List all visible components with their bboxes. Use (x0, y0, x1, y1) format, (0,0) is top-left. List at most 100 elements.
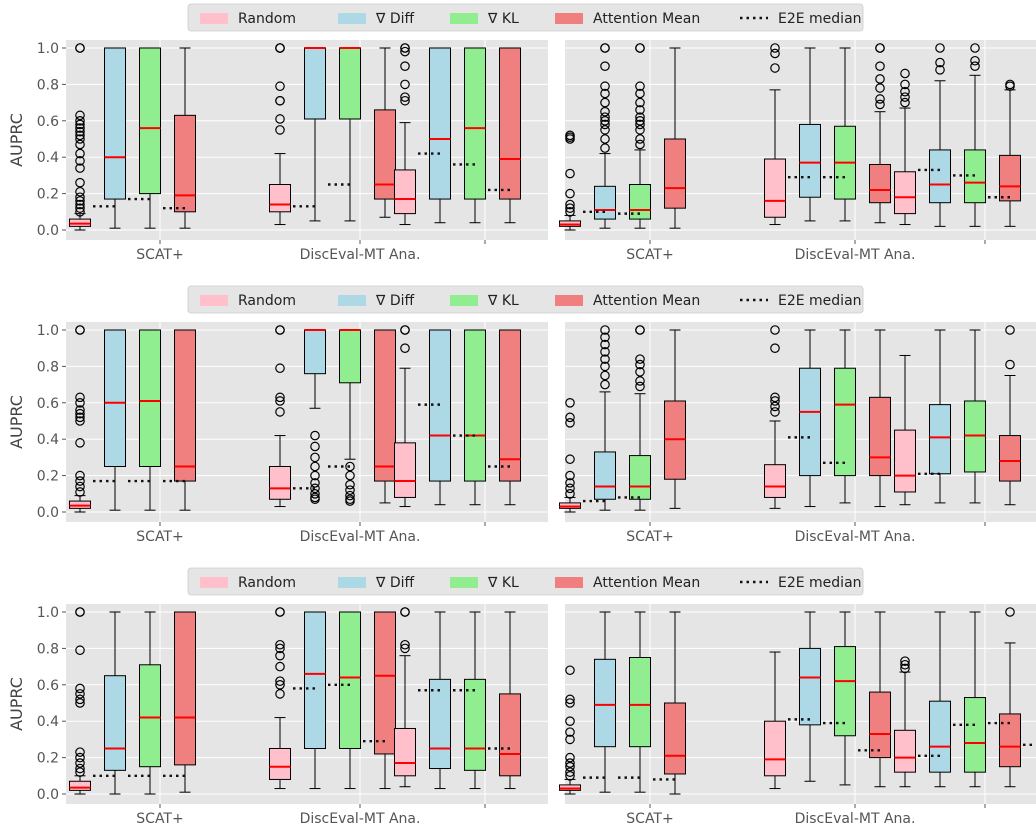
outlier-point (275, 325, 285, 335)
box-body (499, 47, 521, 200)
outlier-point (75, 763, 85, 774)
box--kl-g3 (464, 47, 486, 224)
legend-swatch-2 (338, 577, 366, 588)
box-body (304, 47, 326, 120)
box-random-g1 (69, 43, 91, 231)
box-body (869, 691, 891, 759)
outlier-point (75, 747, 85, 757)
box-body (834, 367, 856, 477)
ytick-label: 0.8 (37, 359, 59, 375)
outlier-point (770, 325, 780, 335)
legend-swatch-4 (555, 577, 583, 588)
box--kl-g3 (464, 329, 486, 506)
ytick-label: 0.2 (37, 187, 59, 203)
outlier-point (400, 79, 410, 90)
outlier-point (875, 43, 885, 53)
panel-r2-c2: SCAT+ DiscEval-MT Ana. (559, 322, 1036, 545)
outlier-point (635, 43, 645, 53)
outlier-point (565, 727, 575, 737)
box-attention-mean-g3 (499, 329, 521, 506)
outlier-point (75, 156, 85, 166)
box--kl-g1 (139, 611, 161, 795)
ytick-label: 0.2 (37, 469, 59, 485)
outlier-point (635, 116, 645, 126)
outlier-point (75, 110, 85, 121)
box-body (764, 158, 786, 218)
outlier-point (770, 396, 780, 406)
box-body (104, 47, 126, 200)
outlier-point (770, 343, 780, 353)
outlier-point (565, 478, 575, 488)
box-attention-mean-g2 (374, 329, 396, 504)
ytick-label: 0.8 (37, 77, 59, 93)
box--kl-g3 (464, 611, 486, 790)
outlier-point (770, 63, 780, 73)
box-attention-mean-g2 (374, 47, 396, 218)
box-body (799, 647, 821, 726)
box--kl-g2 (339, 47, 361, 222)
outlier-point (275, 81, 285, 92)
outlier-point (345, 461, 355, 472)
ytick-label: 0.4 (37, 150, 59, 166)
box-attention-mean-g2 (869, 43, 891, 224)
outlier-point (1005, 79, 1015, 90)
box--diff-g2 (799, 611, 821, 782)
box--kl-g1 (139, 329, 161, 511)
outlier-point (600, 81, 610, 92)
box-random-g1 (559, 130, 581, 231)
outlier-point (770, 401, 780, 412)
outlier-point (75, 199, 85, 210)
box-random-g3 (394, 607, 416, 788)
outlier-point (75, 186, 85, 197)
outlier-point (310, 488, 320, 499)
outlier-point (75, 694, 85, 705)
outlier-point (900, 663, 910, 674)
box-body (374, 329, 396, 482)
panel-r3-c1: 0.0 0.2 0.4 0.6 0.8 1.0 SCAT+ DiscEval-MT Ana. A… (7, 604, 548, 827)
outlier-point (935, 65, 945, 75)
outlier-point (345, 490, 355, 501)
outlier-point (400, 343, 410, 353)
box-attention-mean-g1 (664, 47, 686, 229)
box-random-g2 (269, 607, 291, 790)
box-body (629, 455, 651, 500)
box-body (929, 149, 951, 204)
box-body (139, 329, 161, 467)
outlier-point (1005, 359, 1015, 370)
box-body (174, 611, 196, 766)
outlier-point (75, 683, 85, 694)
outlier-point (600, 106, 610, 117)
outlier-point (565, 418, 575, 428)
box-body (799, 367, 821, 477)
outlier-point (770, 407, 780, 417)
outlier-point (635, 81, 645, 92)
box-body (929, 404, 951, 475)
box-body (999, 713, 1021, 768)
box-body (104, 675, 126, 771)
box--diff-g1 (594, 611, 616, 793)
box--diff-g3 (429, 47, 451, 224)
outlier-point (75, 392, 85, 403)
outlier-point (345, 494, 355, 505)
outlier-point (75, 476, 85, 486)
box--kl-g1 (629, 43, 651, 229)
outlier-point (565, 470, 575, 481)
box-body (394, 169, 416, 215)
legend-label-2: ∇ Diff (375, 293, 414, 309)
outlier-point (75, 177, 85, 188)
box-attention-mean-g1 (664, 611, 686, 795)
box-body (429, 678, 451, 770)
outlier-point (75, 758, 85, 768)
box-random-g3 (394, 43, 416, 226)
outlier-point (400, 61, 410, 71)
outlier-point (1005, 325, 1015, 335)
box--kl-g2 (834, 47, 856, 222)
outlier-point (875, 83, 885, 93)
outlier-point (600, 61, 610, 71)
box-body (69, 780, 91, 791)
outlier-point (400, 95, 410, 106)
outlier-point (75, 163, 85, 173)
box-random-g2 (764, 43, 786, 226)
box-random-g1 (559, 397, 581, 513)
outlier-point (275, 95, 285, 106)
